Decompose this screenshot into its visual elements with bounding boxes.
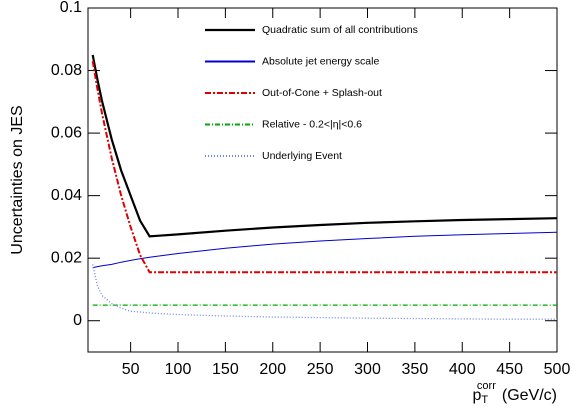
- x-tick-label: 50: [122, 361, 140, 378]
- x-tick-label: 250: [307, 361, 334, 378]
- legend-label: Underlying Event: [262, 150, 342, 162]
- legend-label: Relative - 0.2<|η|<0.6: [262, 118, 362, 130]
- y-tick-label: 0.02: [51, 249, 82, 266]
- series-line: [92, 231, 558, 269]
- y-tick-label: 0: [73, 312, 82, 329]
- y-axis-label: Uncertainties on JES: [9, 105, 26, 254]
- y-tick-label: 0.06: [51, 124, 82, 141]
- y-tick-label: 0.08: [51, 62, 82, 79]
- x-tick-label: 350: [402, 361, 429, 378]
- legend-label: Absolute jet energy scale: [262, 55, 379, 67]
- x-label-unit: (GeV/c): [502, 387, 557, 404]
- x-tick-label: 400: [449, 361, 476, 378]
- x-tick-label: 300: [354, 361, 381, 378]
- x-label-sup: corr: [477, 380, 496, 392]
- series-line: [91, 54, 558, 238]
- x-tick-label: 200: [259, 361, 286, 378]
- legend-label: Out-of-Cone + Splash-out: [262, 87, 382, 99]
- legend-label: Quadratic sum of all contributions: [262, 24, 418, 36]
- x-label-base: p: [473, 387, 482, 404]
- x-axis-label: pTcorr (GeV/c): [473, 380, 557, 406]
- x-tick-label: 500: [544, 361, 571, 378]
- y-tick-label: 0.04: [51, 187, 82, 204]
- x-tick-label: 450: [496, 361, 523, 378]
- y-tick-label: 0.1: [60, 0, 82, 16]
- series-line: [91, 61, 557, 274]
- plot-frame: [87, 7, 558, 353]
- x-label-sub: T: [481, 394, 488, 406]
- x-tick-label: 100: [165, 361, 192, 378]
- x-tick-label: 150: [212, 361, 239, 378]
